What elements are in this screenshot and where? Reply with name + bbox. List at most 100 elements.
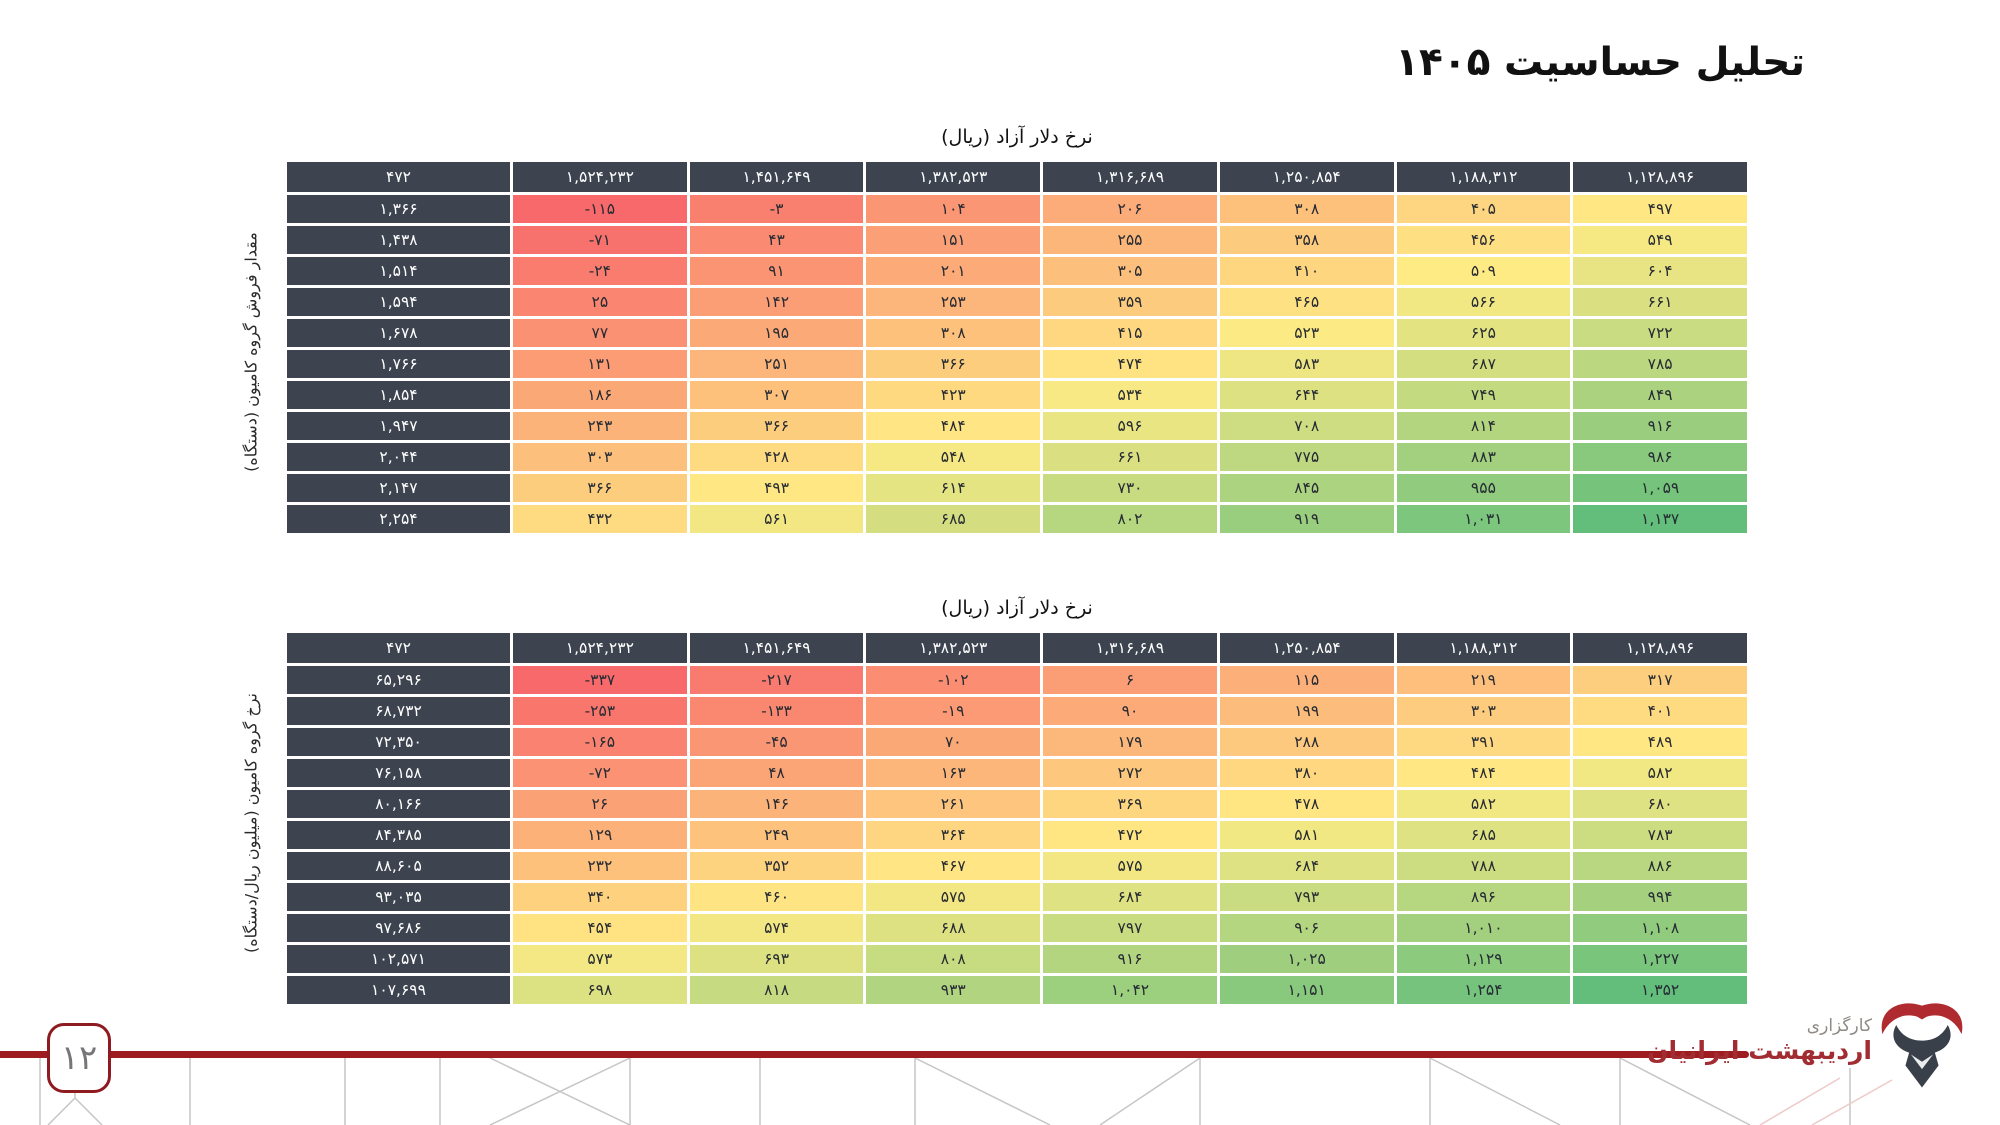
- heatmap-cell: ۳۰۵: [1043, 257, 1217, 285]
- heatmap-grid-truck-price: ۴۷۲ ۱,۵۲۴,۲۳۲ ۱,۴۵۱,۶۴۹ ۱,۳۸۲,۵۲۳ ۱,۳۱۶,۶۸۹ ۱…: [287, 633, 1747, 1004]
- heatmap-cell: ۴۳: [689, 226, 864, 254]
- heatmap-cell: -۲۵۳: [513, 697, 687, 725]
- page-title: تحلیل حساسیت ۱۴۰۵: [1395, 40, 1805, 85]
- heatmap-cell: ۹۱۹: [1219, 505, 1394, 533]
- heatmap-cell: ۳۶۶: [689, 412, 864, 440]
- column-header-cell: ۱,۵۲۴,۲۳۲: [513, 633, 687, 663]
- heatmap-cell: -۴۵: [689, 728, 864, 756]
- heatmap-cell: ۳۶۹: [1043, 790, 1217, 818]
- heatmap-cell: ۴۱۰: [1219, 257, 1394, 285]
- column-header-cell: ۱,۲۵۰,۸۵۴: [1219, 633, 1394, 663]
- heatmap-cell: ۶۰۴: [1573, 257, 1747, 285]
- heatmap-cell: ۵۷۵: [1043, 852, 1217, 880]
- heatmap-cell: ۴۰۵: [1396, 195, 1571, 223]
- page-number-badge: ۱۲: [47, 1023, 111, 1093]
- heatmap-cell: ۸۱۴: [1396, 412, 1571, 440]
- row-header-cell: ۱۰۲,۵۷۱: [287, 945, 510, 973]
- heatmap-cell: -۲۱۷: [689, 666, 864, 694]
- heatmap-cell: ۶۹۳: [689, 945, 864, 973]
- heatmap-cell: ۱۹۵: [689, 319, 864, 347]
- heatmap-cell: ۴۹۳: [689, 474, 864, 502]
- heatmap-cell: ۱۴۲: [689, 288, 864, 316]
- row-header-cell: ۲,۰۴۴: [287, 443, 510, 471]
- corner-cell: ۴۷۲: [287, 633, 510, 663]
- heatmap-cell: ۶۱۴: [866, 474, 1041, 502]
- heatmap-cell: ۵۰۹: [1396, 257, 1571, 285]
- table-caption-dollar-rate: نرخ دلار آزاد (ریال): [941, 126, 1093, 148]
- heatmap-cell: ۳۵۹: [1043, 288, 1217, 316]
- heatmap-cell: ۴۰۱: [1573, 697, 1747, 725]
- heatmap-cell: ۳۰۸: [866, 319, 1041, 347]
- heatmap-cell: ۶۲۵: [1396, 319, 1571, 347]
- heatmap-cell: ۴۹۷: [1573, 195, 1747, 223]
- heatmap-cell: ۸۹۶: [1396, 883, 1571, 911]
- heatmap-cell: ۶۸۵: [1396, 821, 1571, 849]
- heatmap-cell: ۷۴۹: [1396, 381, 1571, 409]
- heatmap-cell: ۶۶۱: [1573, 288, 1747, 316]
- heatmap-cell: ۱۸۶: [513, 381, 687, 409]
- heatmap-cell: ۴۸۴: [1396, 759, 1571, 787]
- heatmap-cell: ۶: [1043, 666, 1217, 694]
- column-header-cell: ۱,۱۲۸,۸۹۶: [1573, 162, 1747, 192]
- heatmap-cell: ۲۰۶: [1043, 195, 1217, 223]
- column-header-cell: ۱,۴۵۱,۶۴۹: [689, 162, 864, 192]
- heatmap-cell: ۷۸۳: [1573, 821, 1747, 849]
- heatmap-cell: ۳۶۴: [866, 821, 1041, 849]
- heatmap-cell: ۷۸۵: [1573, 350, 1747, 378]
- heatmap-cell: -۷۲: [513, 759, 687, 787]
- heatmap-cell: ۳۶۶: [513, 474, 687, 502]
- heatmap-cell: ۳۰۳: [1396, 697, 1571, 725]
- heatmap-cell: ۱,۱۳۷: [1573, 505, 1747, 533]
- row-header-cell: ۱,۷۶۶: [287, 350, 510, 378]
- heatmap-cell: ۱۷۹: [1043, 728, 1217, 756]
- row-header-cell: ۸۰,۱۶۶: [287, 790, 510, 818]
- row-header-cell: ۷۶,۱۵۸: [287, 759, 510, 787]
- heatmap-cell: ۲۸۸: [1219, 728, 1394, 756]
- column-header-cell: ۱,۱۲۸,۸۹۶: [1573, 633, 1747, 663]
- heatmap-cell: ۳۰۳: [513, 443, 687, 471]
- heatmap-cell: ۵۸۳: [1219, 350, 1394, 378]
- heatmap-cell: ۷۰۸: [1219, 412, 1394, 440]
- heatmap-cell: -۳۳۷: [513, 666, 687, 694]
- heatmap-cell: ۴۶۵: [1219, 288, 1394, 316]
- row-header-cell: ۱,۴۳۸: [287, 226, 510, 254]
- heatmap-cell: ۶۴۴: [1219, 381, 1394, 409]
- heatmap-cell: ۲۴۳: [513, 412, 687, 440]
- heatmap-cell: ۱,۲۲۷: [1573, 945, 1747, 973]
- row-header-cell: ۷۲,۳۵۰: [287, 728, 510, 756]
- heatmap-cell: ۴۲۳: [866, 381, 1041, 409]
- heatmap-cell: ۴۳۲: [513, 505, 687, 533]
- heatmap-cell: ۲۱۹: [1396, 666, 1571, 694]
- row-header-cell: ۹۳,۰۳۵: [287, 883, 510, 911]
- heatmap-cell: ۲۴۹: [689, 821, 864, 849]
- row-header-cell: ۸۸,۶۰۵: [287, 852, 510, 880]
- column-header-cell: ۱,۳۱۶,۶۸۹: [1043, 162, 1217, 192]
- row-header-cell: ۲,۱۴۷: [287, 474, 510, 502]
- heatmap-cell: ۴۶۷: [866, 852, 1041, 880]
- heatmap-cell: ۸۱۸: [689, 976, 864, 1004]
- heatmap-cell: ۷۷: [513, 319, 687, 347]
- heatmap-cell: ۳۸۰: [1219, 759, 1394, 787]
- heatmap-cell: ۳۵۲: [689, 852, 864, 880]
- heatmap-cell: ۳۴۰: [513, 883, 687, 911]
- heatmap-cell: ۵۶۱: [689, 505, 864, 533]
- heatmap-cell: ۶۸۴: [1219, 852, 1394, 880]
- heatmap-cell: ۶۸۵: [866, 505, 1041, 533]
- heatmap-cell: ۱۰۴: [866, 195, 1041, 223]
- column-header-cell: ۱,۵۲۴,۲۳۲: [513, 162, 687, 192]
- heatmap-cell: ۱,۱۲۹: [1396, 945, 1571, 973]
- heatmap-cell: ۷۹۳: [1219, 883, 1394, 911]
- row-header-cell: ۶۵,۲۹۶: [287, 666, 510, 694]
- row-header-cell: ۱,۹۴۷: [287, 412, 510, 440]
- heatmap-cell: ۱۶۳: [866, 759, 1041, 787]
- heatmap-cell: ۹۳۳: [866, 976, 1041, 1004]
- heatmap-cell: ۱,۱۵۱: [1219, 976, 1394, 1004]
- heatmap-cell: ۸۸۳: [1396, 443, 1571, 471]
- heatmap-cell: ۲۶۱: [866, 790, 1041, 818]
- heatmap-cell: ۲۰۱: [866, 257, 1041, 285]
- heatmap-cell: ۱,۱۰۸: [1573, 914, 1747, 942]
- heatmap-cell: ۱۴۶: [689, 790, 864, 818]
- background-pattern: [39, 1058, 1893, 1125]
- heatmap-cell: ۵۳۴: [1043, 381, 1217, 409]
